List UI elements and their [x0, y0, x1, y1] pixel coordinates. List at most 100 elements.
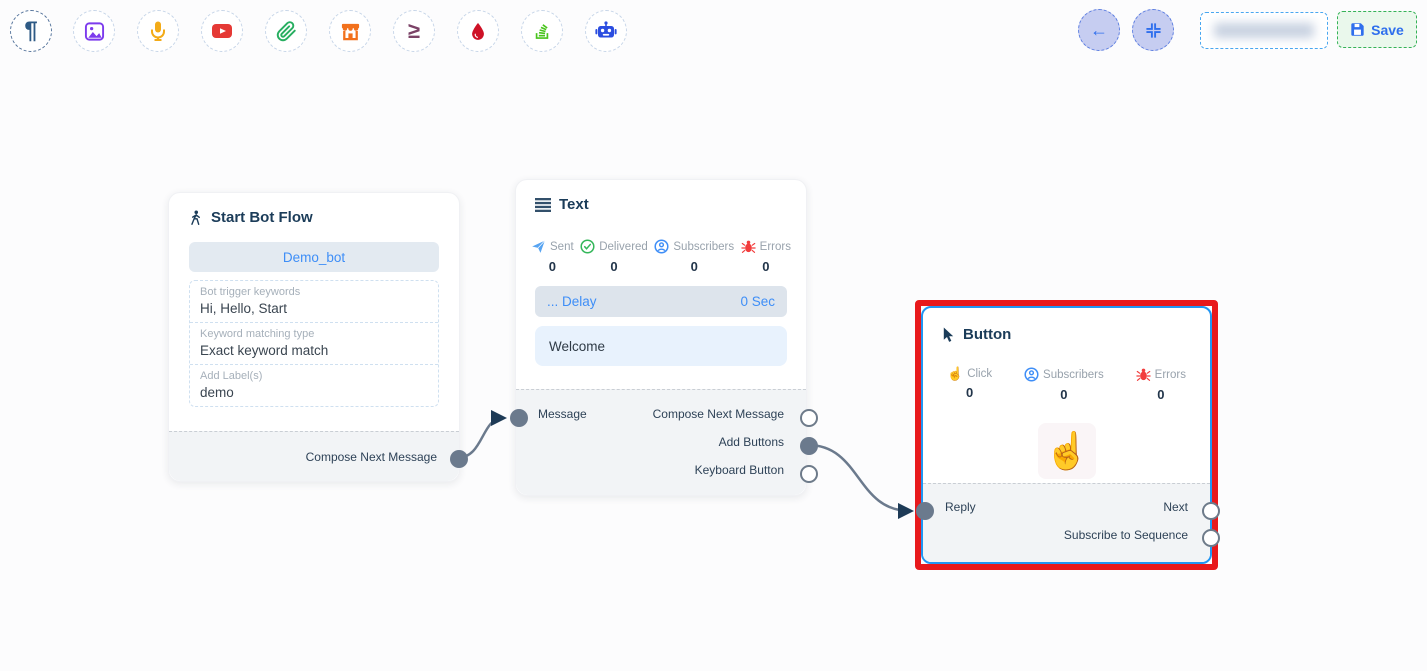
- output-port-label: Keyboard Button: [694, 463, 784, 477]
- port-subscribe-to-sequence[interactable]: [1202, 529, 1220, 547]
- node-start-bot-flow[interactable]: Start Bot Flow Demo_bot Bot trigger keyw…: [168, 192, 468, 482]
- stat-value: 0: [762, 259, 770, 274]
- output-port-label: Next: [1163, 500, 1188, 514]
- cursor-arrow-icon: [943, 326, 954, 342]
- node-button[interactable]: Button ☝ Click 0 Subscribers: [916, 306, 1220, 564]
- footer-divider: [516, 389, 806, 390]
- stat-delivered: Delivered 0: [580, 239, 648, 274]
- stat-value: 0: [1060, 387, 1068, 402]
- image-icon: [84, 21, 104, 41]
- node-title: Text: [559, 196, 589, 213]
- node-text[interactable]: Text Sent 0 Delivered 0: [510, 179, 818, 496]
- bot-name-pill[interactable]: Demo_bot: [189, 242, 439, 272]
- save-icon: [1351, 23, 1364, 36]
- stat-value: 0: [690, 259, 698, 274]
- top-toolbar: ¶: [0, 0, 1427, 62]
- hand-pointer-cursor: ☝: [1038, 423, 1096, 479]
- stat-value: 0: [548, 259, 556, 274]
- greater-equal-icon: ≥: [407, 18, 421, 43]
- stat-label: Sent: [550, 240, 574, 253]
- delay-label: ... Delay: [547, 294, 597, 309]
- stat-value: 0: [1157, 387, 1165, 402]
- node-title: Start Bot Flow: [211, 209, 313, 226]
- port-keyboard-button[interactable]: [800, 465, 818, 483]
- button-footer: Reply Next Subscribe to Sequence: [923, 483, 1210, 562]
- stat-value: 0: [965, 385, 974, 400]
- port-add-buttons[interactable]: [800, 437, 818, 455]
- user-circle-icon: [1024, 367, 1039, 382]
- toolbar-image-element-button[interactable]: [73, 10, 115, 52]
- footer-divider: [923, 483, 1210, 484]
- toolbar-video-element-button[interactable]: [201, 10, 243, 52]
- walking-person-icon: [191, 210, 200, 225]
- stat-sent: Sent 0: [531, 239, 574, 274]
- stat-subscribers: Subscribers 0: [1024, 367, 1104, 402]
- text-footer: Message Compose Next Message Add Buttons…: [516, 389, 806, 495]
- field-trigger-keywords[interactable]: Bot trigger keywords Hi, Hello, Start: [190, 281, 438, 323]
- stat-label: Errors: [759, 240, 791, 253]
- bot-name-blurred: [1214, 23, 1314, 38]
- stat-subscribers: Subscribers 0: [654, 239, 734, 274]
- stat-click: ☝ Click 0: [947, 367, 992, 402]
- stackoverflow-icon: [535, 24, 549, 39]
- stat-errors: Errors 0: [1136, 367, 1186, 402]
- storefront-icon: [341, 23, 359, 40]
- stat-label: Delivered: [599, 240, 648, 253]
- click-finger-icon: ☝: [947, 366, 964, 381]
- field-value: Hi, Hello, Start: [200, 301, 288, 316]
- field-label: Bot trigger keywords: [200, 286, 301, 298]
- selection-frame: Button ☝ Click 0 Subscribers: [915, 300, 1220, 570]
- message-text-box[interactable]: Welcome: [535, 326, 787, 366]
- footer-divider: [169, 431, 459, 432]
- arrow-left-icon: ←: [1090, 19, 1108, 40]
- toolbar-store-element-button[interactable]: [329, 10, 371, 52]
- button-stats: ☝ Click 0 Subscribers 0: [923, 367, 1210, 402]
- field-label: Keyword matching type: [200, 328, 315, 340]
- delay-row[interactable]: ... Delay 0 Sec: [535, 286, 787, 317]
- text-stats: Sent 0 Delivered 0 Subscribers: [516, 239, 806, 274]
- port-next[interactable]: [1202, 502, 1220, 520]
- output-port-label: Compose Next Message: [305, 449, 437, 464]
- stat-label: Errors: [1154, 368, 1186, 381]
- check-circle-icon: [580, 239, 595, 254]
- save-button-label: Save: [1371, 21, 1404, 38]
- field-add-labels[interactable]: Add Label(s) demo: [190, 365, 438, 406]
- stat-value: 0: [610, 259, 618, 274]
- output-port-label: Subscribe to Sequence: [1063, 528, 1188, 542]
- toolbar-audio-element-button[interactable]: [137, 10, 179, 52]
- start-bot-flow-fields[interactable]: Bot trigger keywords Hi, Hello, Start Ke…: [189, 280, 439, 407]
- port-message-input[interactable]: [510, 409, 528, 427]
- toolbar-bot-element-button[interactable]: [585, 10, 627, 52]
- text-header: Text: [516, 180, 806, 213]
- stat-label: Click: [967, 367, 993, 380]
- compress-icon: [1145, 22, 1161, 38]
- field-matching-type[interactable]: Keyword matching type Exact keyword matc…: [190, 323, 438, 365]
- toolbar-gte-element-button[interactable]: ≥: [393, 10, 435, 52]
- fit-view-button[interactable]: [1132, 9, 1174, 51]
- port-reply-input[interactable]: [916, 502, 934, 520]
- toolbar-droplet-element-button[interactable]: [457, 10, 499, 52]
- bot-name-button[interactable]: [1200, 12, 1328, 49]
- input-port-label: Reply: [945, 500, 976, 514]
- stat-label: Subscribers: [673, 240, 735, 253]
- delay-value: 0 Sec: [740, 294, 775, 309]
- port-compose-next-message[interactable]: [800, 409, 818, 427]
- microphone-icon: [151, 21, 165, 41]
- toolbar-file-element-button[interactable]: [265, 10, 307, 52]
- toolbar-text-element-button[interactable]: ¶: [10, 10, 52, 52]
- save-button[interactable]: Save: [1337, 11, 1417, 48]
- field-value: Exact keyword match: [200, 343, 329, 358]
- bug-icon: [740, 240, 756, 253]
- wire-text-to-button: [807, 443, 915, 520]
- output-port-label: Compose Next Message: [652, 407, 784, 421]
- stat-label: Subscribers: [1043, 368, 1104, 381]
- paperclip-icon: [276, 20, 296, 41]
- back-button[interactable]: ←: [1078, 9, 1120, 51]
- start-bot-flow-header: Start Bot Flow: [169, 193, 459, 226]
- droplet-icon: [472, 22, 484, 40]
- bug-icon: [1136, 368, 1151, 381]
- send-icon: [532, 240, 546, 253]
- toolbar-stack-element-button[interactable]: [521, 10, 563, 52]
- field-value: demo: [200, 385, 234, 400]
- port-compose-next-message[interactable]: [450, 450, 468, 468]
